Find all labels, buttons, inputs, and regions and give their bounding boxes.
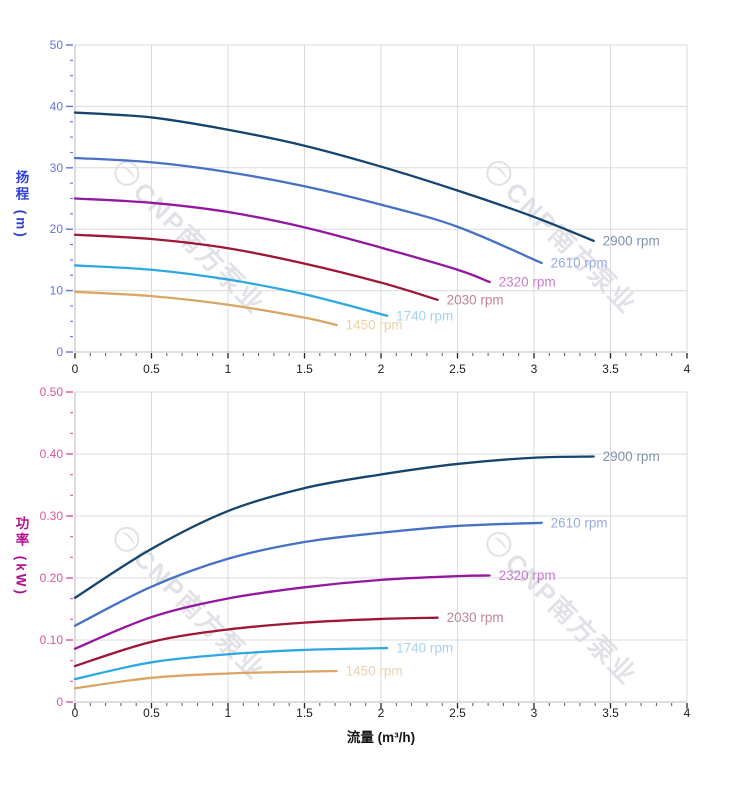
watermark: CNP南方泵业 <box>105 151 275 321</box>
head-series-label-2320-rpm: 2320 rpm <box>499 275 556 290</box>
head-series-label-2030-rpm: 2030 rpm <box>447 292 504 307</box>
svg-text:30: 30 <box>50 161 64 175</box>
flow-x-axis-title: 流量 (m³/h) <box>346 730 416 745</box>
svg-text:40: 40 <box>50 99 64 113</box>
head-x-ticks: 0 0.5 1 1.5 2 2.5 3 3.5 4 <box>72 353 691 376</box>
svg-text:1.5: 1.5 <box>296 706 313 720</box>
head-y-ticks: 0 10 20 30 40 50 <box>50 38 73 359</box>
svg-text:3.5: 3.5 <box>602 362 619 376</box>
head-series-label-1450-rpm: 1450 rpm <box>346 317 403 332</box>
svg-text:0.5: 0.5 <box>143 362 160 376</box>
power-series-label-1450-rpm: 1450 rpm <box>346 664 403 679</box>
svg-text:20: 20 <box>50 222 64 236</box>
watermark: CNP南方泵业 <box>105 517 275 687</box>
svg-text:2: 2 <box>378 706 385 720</box>
svg-text:50: 50 <box>50 38 64 52</box>
watermark-text: CNP南方泵业 <box>127 542 272 686</box>
svg-text:0.5: 0.5 <box>143 706 160 720</box>
svg-text:0: 0 <box>56 345 63 359</box>
head-series-label-1740-rpm: 1740 rpm <box>396 308 453 323</box>
power-y-axis-title: 功率 (kW) <box>13 516 29 597</box>
head-curve-2320-rpm <box>73 197 491 284</box>
watermark-text: CNP南方泵业 <box>499 547 644 691</box>
power-series-label-2030-rpm: 2030 rpm <box>447 610 504 625</box>
power-curve-1450-rpm <box>73 669 338 690</box>
head-curve-1450-rpm <box>73 290 338 327</box>
svg-text:0: 0 <box>72 362 79 376</box>
svg-text:0.40: 0.40 <box>40 447 64 461</box>
head-series-label-2900-rpm: 2900 rpm <box>603 233 660 248</box>
watermark-text: CNP南方泵业 <box>499 176 644 320</box>
svg-text:0: 0 <box>72 706 79 720</box>
svg-text:10: 10 <box>50 284 64 298</box>
svg-text:0.30: 0.30 <box>40 509 64 523</box>
svg-text:0.10: 0.10 <box>40 633 64 647</box>
svg-text:3.5: 3.5 <box>602 706 619 720</box>
svg-text:0: 0 <box>56 695 63 709</box>
power-curve-2320-rpm <box>73 574 491 650</box>
watermark: CNP南方泵业 <box>477 522 647 692</box>
power-series-label-2900-rpm: 2900 rpm <box>603 449 660 464</box>
svg-text:0.20: 0.20 <box>40 571 64 585</box>
svg-text:1: 1 <box>225 706 232 720</box>
watermark: CNP南方泵业 <box>477 151 647 321</box>
svg-text:4: 4 <box>684 706 691 720</box>
svg-text:1.5: 1.5 <box>296 362 313 376</box>
power-x-ticks: 0 0.5 1 1.5 2 2.5 3 3.5 4 <box>72 703 691 720</box>
svg-text:3: 3 <box>531 706 538 720</box>
svg-text:4: 4 <box>684 362 691 376</box>
svg-text:3: 3 <box>531 362 538 376</box>
power-series-label-1740-rpm: 1740 rpm <box>396 641 453 656</box>
head-y-axis-title: 扬程 (m) <box>13 170 29 240</box>
svg-text:0.50: 0.50 <box>40 385 64 399</box>
svg-text:1: 1 <box>225 362 232 376</box>
svg-text:2: 2 <box>378 362 385 376</box>
watermark-text: CNP南方泵业 <box>127 176 272 320</box>
svg-text:2.5: 2.5 <box>449 362 466 376</box>
power-y-ticks: 0 0.10 0.20 0.30 0.40 0.50 <box>40 385 73 709</box>
power-series-label-2610-rpm: 2610 rpm <box>551 515 608 530</box>
svg-text:2.5: 2.5 <box>449 706 466 720</box>
